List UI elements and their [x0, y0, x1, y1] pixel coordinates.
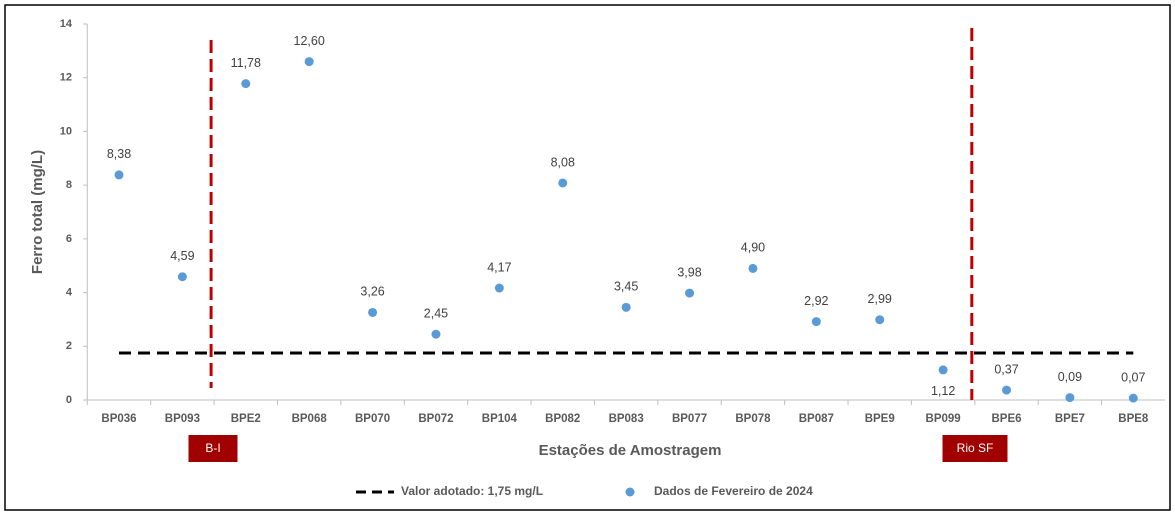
x-tick-label: BP083: [609, 413, 644, 425]
data-point: [1128, 393, 1138, 403]
x-tick-label: BP077: [672, 413, 707, 425]
y-tick-label: 14: [60, 18, 73, 30]
x-tick-label: BP068: [292, 413, 328, 425]
value-label: 0,09: [1058, 370, 1082, 384]
data-point: [177, 272, 187, 282]
x-tick-label: BP093: [165, 413, 200, 425]
legend-label: Dados de Fevereiro de 2024: [654, 484, 813, 498]
x-tick-label: BP036: [101, 413, 136, 425]
legend-label: Valor adotado: 1,75 mg/L: [401, 484, 543, 498]
data-point: [875, 315, 885, 325]
y-tick-label: 4: [66, 286, 73, 298]
value-label: 3,98: [677, 265, 701, 279]
annotation-label: Rio SF: [957, 441, 994, 455]
data-point: [685, 288, 695, 298]
value-label: 1,12: [931, 384, 955, 398]
value-label: 8,38: [107, 147, 131, 161]
value-label: 11,78: [231, 56, 261, 70]
x-tick-label: BP104: [482, 413, 518, 425]
data-point: [368, 307, 378, 317]
data-point: [431, 329, 441, 339]
data-point: [811, 317, 821, 327]
data-point: [494, 283, 504, 293]
data-point: [241, 79, 251, 89]
y-tick-label: 12: [60, 72, 72, 84]
x-tick-label: BP072: [418, 413, 453, 425]
data-point: [304, 57, 314, 67]
value-label: 0,37: [994, 362, 1018, 376]
annotation-box: [942, 435, 1008, 462]
x-tick-label: BP078: [735, 413, 771, 425]
x-tick-label: BP099: [926, 413, 961, 425]
value-label: 2,45: [424, 306, 448, 320]
value-label: 4,90: [741, 241, 765, 255]
x-tick-label: BPE8: [1118, 413, 1149, 425]
data-point: [114, 170, 124, 180]
value-label: 4,59: [170, 249, 194, 263]
x-tick-label: BPE9: [865, 413, 895, 425]
value-label: 3,45: [614, 280, 638, 294]
x-axis-title: Estações de Amostragem: [539, 442, 722, 459]
annotation-box: [188, 435, 238, 462]
x-tick-label: BPE6: [991, 413, 1021, 425]
y-axis-title: Ferro total (mg/L): [29, 150, 46, 274]
data-point: [748, 263, 758, 273]
value-label: 3,26: [360, 285, 384, 299]
x-tick-label: BP082: [545, 413, 580, 425]
frame: [4, 4, 1171, 511]
data-point: [1002, 385, 1012, 395]
x-tick-label: BP087: [799, 413, 834, 425]
legend-swatch: [625, 487, 635, 497]
y-tick-label: 10: [60, 125, 72, 137]
x-tick-label: BPE7: [1055, 413, 1085, 425]
value-label: 12,60: [294, 34, 325, 48]
value-label: 2,92: [804, 294, 828, 308]
y-tick-label: 0: [66, 394, 72, 406]
y-tick-label: 2: [66, 340, 72, 352]
value-label: 4,17: [487, 260, 511, 274]
value-label: 8,08: [551, 155, 575, 169]
y-tick-label: 6: [66, 233, 72, 245]
annotation-label: B-I: [205, 441, 220, 455]
y-tick-label: 8: [66, 179, 72, 191]
value-label: 0,07: [1121, 370, 1145, 384]
data-point: [938, 365, 948, 375]
x-tick-label: BPE2: [231, 413, 261, 425]
data-point: [558, 178, 568, 188]
x-tick-label: BP070: [355, 413, 390, 425]
value-label: 2,99: [868, 292, 892, 306]
data-point: [621, 302, 631, 312]
data-point: [1065, 393, 1075, 403]
